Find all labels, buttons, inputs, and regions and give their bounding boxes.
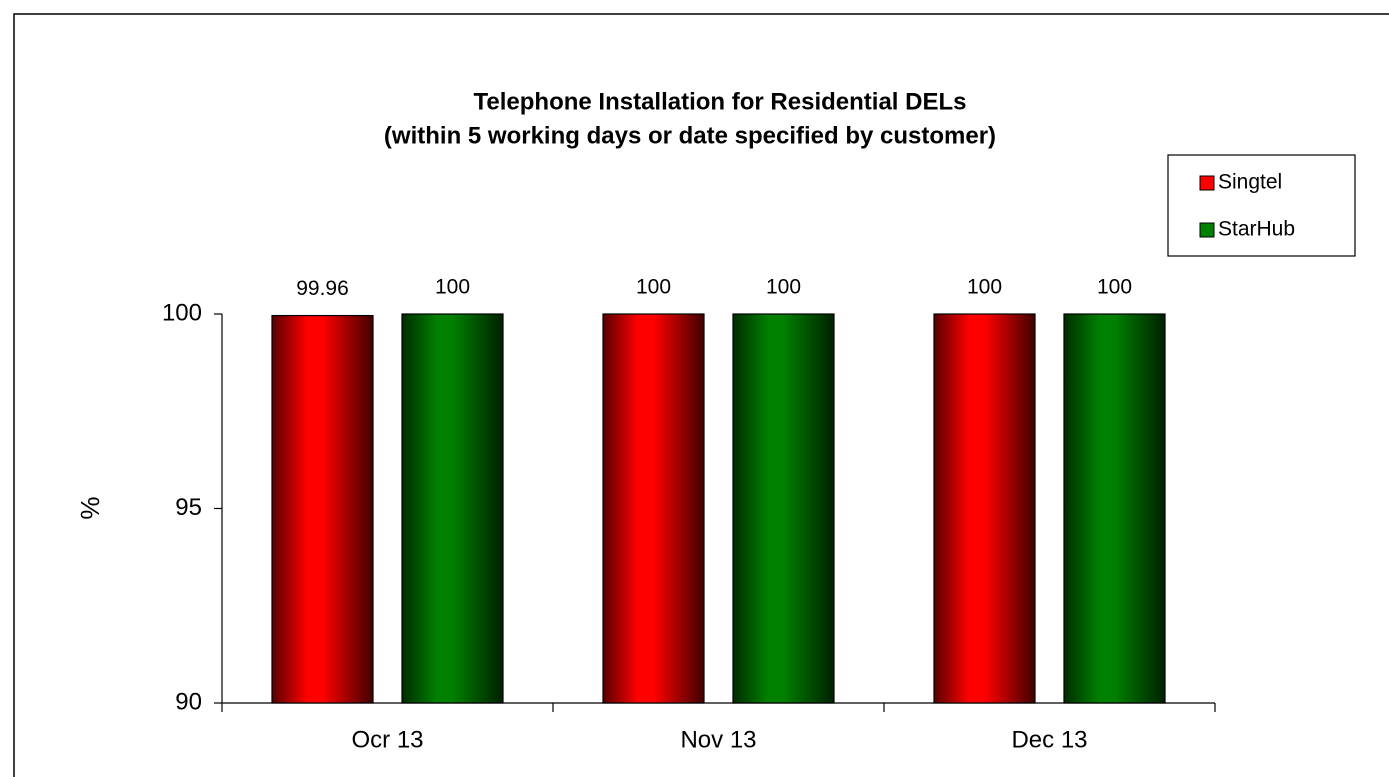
bar bbox=[401, 313, 504, 704]
data-label: 100 bbox=[435, 276, 470, 299]
legend-label: Singtel bbox=[1218, 171, 1282, 194]
bar bbox=[271, 314, 374, 704]
data-label: 100 bbox=[636, 276, 671, 299]
chart-title: Telephone Installation for Residential D… bbox=[474, 88, 967, 115]
bar bbox=[1063, 313, 1166, 704]
data-label: 100 bbox=[967, 276, 1002, 299]
data-label: 100 bbox=[1097, 276, 1132, 299]
bar bbox=[933, 313, 1036, 704]
chart-subtitle: (within 5 working days or date specified… bbox=[384, 122, 996, 149]
legend-swatch bbox=[1199, 222, 1215, 238]
data-label: 99.96 bbox=[296, 277, 349, 300]
x-tick-label: Dec 13 bbox=[1011, 726, 1087, 753]
legend-box bbox=[1167, 154, 1356, 257]
legend-swatch bbox=[1199, 175, 1215, 191]
data-label: 100 bbox=[766, 276, 801, 299]
y-tick-label: 100 bbox=[162, 299, 202, 326]
y-tick-label: 90 bbox=[175, 688, 202, 715]
bar bbox=[732, 313, 835, 704]
x-tick-label: Ocr 13 bbox=[351, 726, 423, 753]
bar bbox=[602, 313, 705, 704]
x-tick-label: Nov 13 bbox=[680, 726, 756, 753]
y-axis-label: % bbox=[75, 496, 105, 519]
y-tick-label: 95 bbox=[175, 494, 202, 521]
legend-label: StarHub bbox=[1218, 218, 1295, 241]
